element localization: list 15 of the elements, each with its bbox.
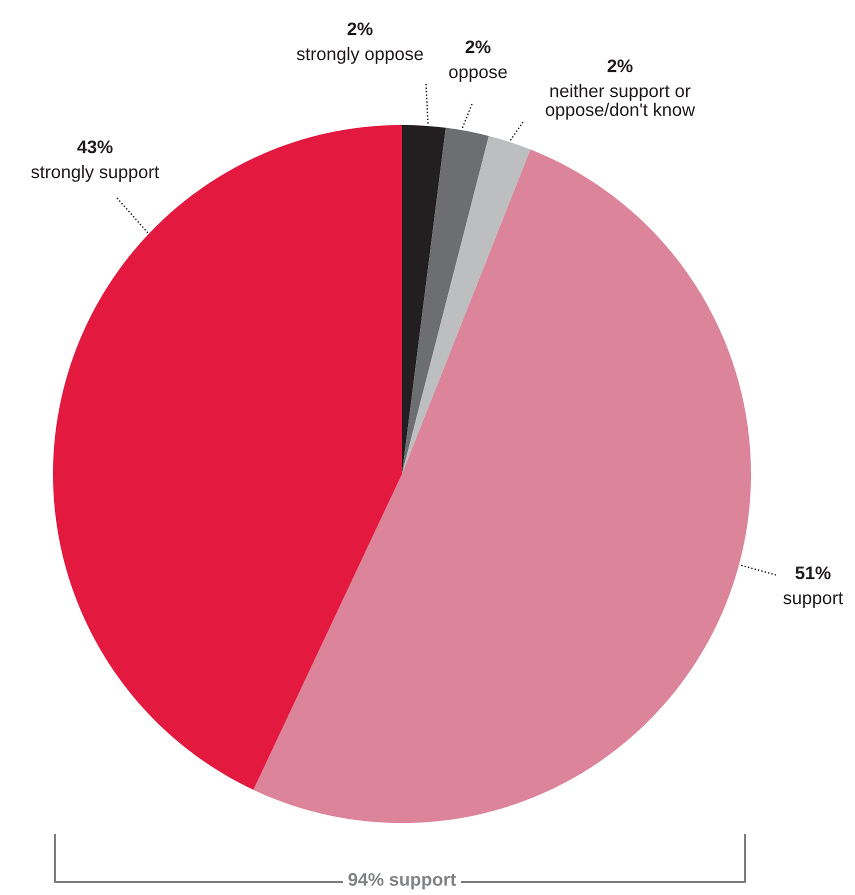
pie-slice [402, 128, 489, 474]
pie-slice [402, 136, 530, 474]
data-label: 2% [348, 22, 373, 36]
slice-label: strongly oppose [296, 47, 423, 64]
text: 94% support [348, 873, 456, 890]
slice-label: neither support or oppose/don't know [546, 84, 696, 120]
pie-slice [253, 150, 751, 823]
data-label: 2% [466, 40, 491, 54]
data-label: 43% [77, 140, 113, 154]
data-label: 2% [608, 59, 633, 72]
slice-label: oppose [449, 68, 507, 82]
data-label: 51% [795, 566, 831, 580]
slice-label: strongly support [31, 165, 160, 182]
pie-slice [402, 125, 446, 474]
slice-label: support [783, 592, 843, 608]
